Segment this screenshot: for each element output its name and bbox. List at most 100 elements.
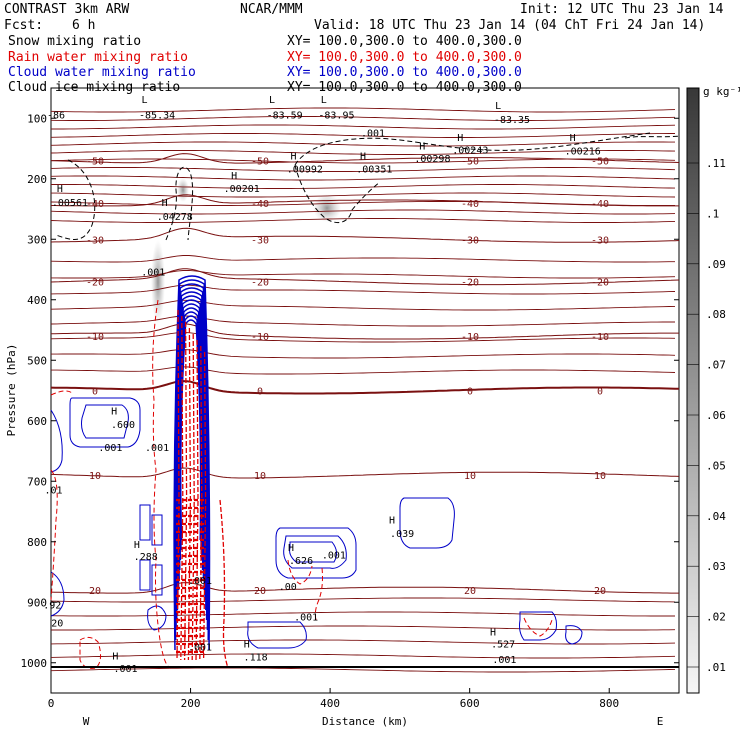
colorbar-tick-label: .09 (706, 258, 726, 271)
isotherm-label: -10 (86, 332, 104, 343)
isotherm-line (50, 582, 679, 594)
isotherm-label: 10 (254, 471, 266, 482)
isotherm-line (50, 380, 680, 395)
rain-core-contour (183, 321, 188, 661)
isotherm-line (50, 268, 680, 286)
isotherm-label: -50 (461, 157, 479, 168)
colorbar-tick-label: .1 (706, 207, 719, 220)
x-tick-label: 800 (599, 697, 619, 710)
cloud-water-left-bottom (50, 571, 65, 617)
field-name-rain: Rain water mixing ratio (8, 50, 189, 65)
annotation-label: .001 (113, 664, 137, 675)
stratosphere-line (50, 150, 676, 155)
isotherm-line (50, 323, 679, 340)
annotation-label: .001 (492, 655, 516, 666)
annotation-label: H (389, 516, 395, 527)
cloud-water-edge-left (50, 409, 63, 473)
isotherm-label: -50 (251, 157, 269, 168)
annotation-label: .001 (361, 128, 385, 139)
annotation-label: .001 (188, 643, 212, 654)
annotation-label: .001 (188, 576, 212, 587)
stratosphere-line (50, 218, 676, 223)
isotherm-minor-line (50, 332, 676, 343)
isotherm-minor-line (50, 315, 675, 327)
y-tick-label: 200 (27, 173, 47, 186)
direction-west: W (83, 715, 90, 728)
annotation-label: H (457, 133, 463, 144)
isotherm-minor-line (50, 597, 676, 603)
annotation-label: H (244, 640, 250, 651)
annotation-label: .001 (145, 443, 169, 454)
isotherm-label: 20 (594, 586, 606, 597)
y-tick-label: 400 (27, 294, 47, 307)
annotation-label: 20 (51, 618, 63, 629)
isotherm-minor-line (50, 284, 676, 295)
colorbar (686, 87, 700, 694)
org-label: NCAR/MMM (240, 2, 303, 17)
isotherm-label: -30 (461, 235, 479, 246)
isotherm-label: 0 (257, 387, 263, 398)
snow-shading-upper (313, 194, 341, 222)
isotherm-label: -10 (461, 332, 479, 343)
cloud-water-contours (50, 397, 583, 649)
annotation-label: .00992 (287, 165, 323, 176)
annotation-label: L (321, 95, 327, 106)
fcst-value: 6 h (72, 18, 96, 33)
x-tick-label: 600 (460, 697, 480, 710)
annotation-label: .001 (322, 551, 346, 562)
annotation-label: .01 (44, 485, 62, 496)
annotation-label: H (288, 543, 294, 554)
field-name-cloud-water: Cloud water mixing ratio (8, 65, 196, 80)
isotherm-label: 10 (89, 471, 101, 482)
annotation-label: .00298 (414, 154, 450, 165)
colorbar-tick-label: .01 (706, 661, 726, 674)
rain-contour-edge-left (50, 390, 73, 396)
annotation-label: -83.95 (318, 110, 354, 121)
stratosphere-line (50, 167, 676, 172)
stratosphere-line (50, 133, 675, 138)
annotation-label: .001 (141, 268, 165, 279)
snow-contour-upper-left (55, 159, 96, 240)
annotation-label: .00243 (452, 145, 488, 156)
snow-shading-small (177, 178, 189, 202)
field-name-snow: Snow mixing ratio (8, 34, 142, 49)
y-tick-label: 1000 (21, 657, 48, 670)
model-label: CONTRAST 3km ARW (4, 2, 130, 17)
isotherm-minor-line (50, 667, 676, 673)
cloud-water-right-box (399, 497, 455, 549)
colorbar-tick-label: .07 (706, 359, 726, 372)
rain-core (176, 309, 229, 669)
annotation-label: L (141, 95, 147, 106)
annotation-label: H (490, 628, 496, 639)
annotation-label: .001 (294, 612, 318, 623)
snow-contours (55, 132, 681, 241)
rain-contour-br (523, 617, 553, 637)
stratosphere-line (51, 192, 676, 198)
y-tick-label: 800 (27, 536, 47, 549)
isotherm-label: -30 (591, 235, 609, 246)
annotations: L-85.34L-83.59L-83.95L-83.35-86.001 H.002… (43, 95, 601, 675)
x-tick-label: 0 (48, 697, 55, 710)
isotherm-label: -30 (251, 235, 269, 246)
annotation-label: .92 (43, 600, 61, 611)
annotation-label: -83.59 (267, 110, 303, 121)
plot-frame (50, 87, 680, 694)
colorbar-tick-label: .11 (706, 157, 726, 170)
cloud-water-mid-box (275, 527, 357, 579)
y-axis-title: Pressure (hPa) (5, 344, 18, 437)
rain-contour-left-bottom (79, 636, 102, 669)
annotation-label: -83.35 (494, 115, 530, 126)
stratosphere-line (50, 141, 675, 147)
annotation-label: L (269, 95, 275, 106)
isotherm-label: -50 (591, 157, 609, 168)
annotation-label: .039 (390, 529, 414, 540)
isotherm-label: 0 (92, 387, 98, 398)
isotherm-label: -20 (86, 278, 104, 289)
isotherm-minor-line (50, 299, 676, 311)
annotation-label: -85.34 (139, 110, 175, 121)
colorbar-tick-label: .02 (706, 611, 726, 624)
x-axis-title: Distance (km) (322, 715, 408, 728)
annotation-label: .600 (111, 420, 135, 431)
annotation-label: H (112, 652, 118, 663)
annotation-label: L (495, 101, 501, 112)
